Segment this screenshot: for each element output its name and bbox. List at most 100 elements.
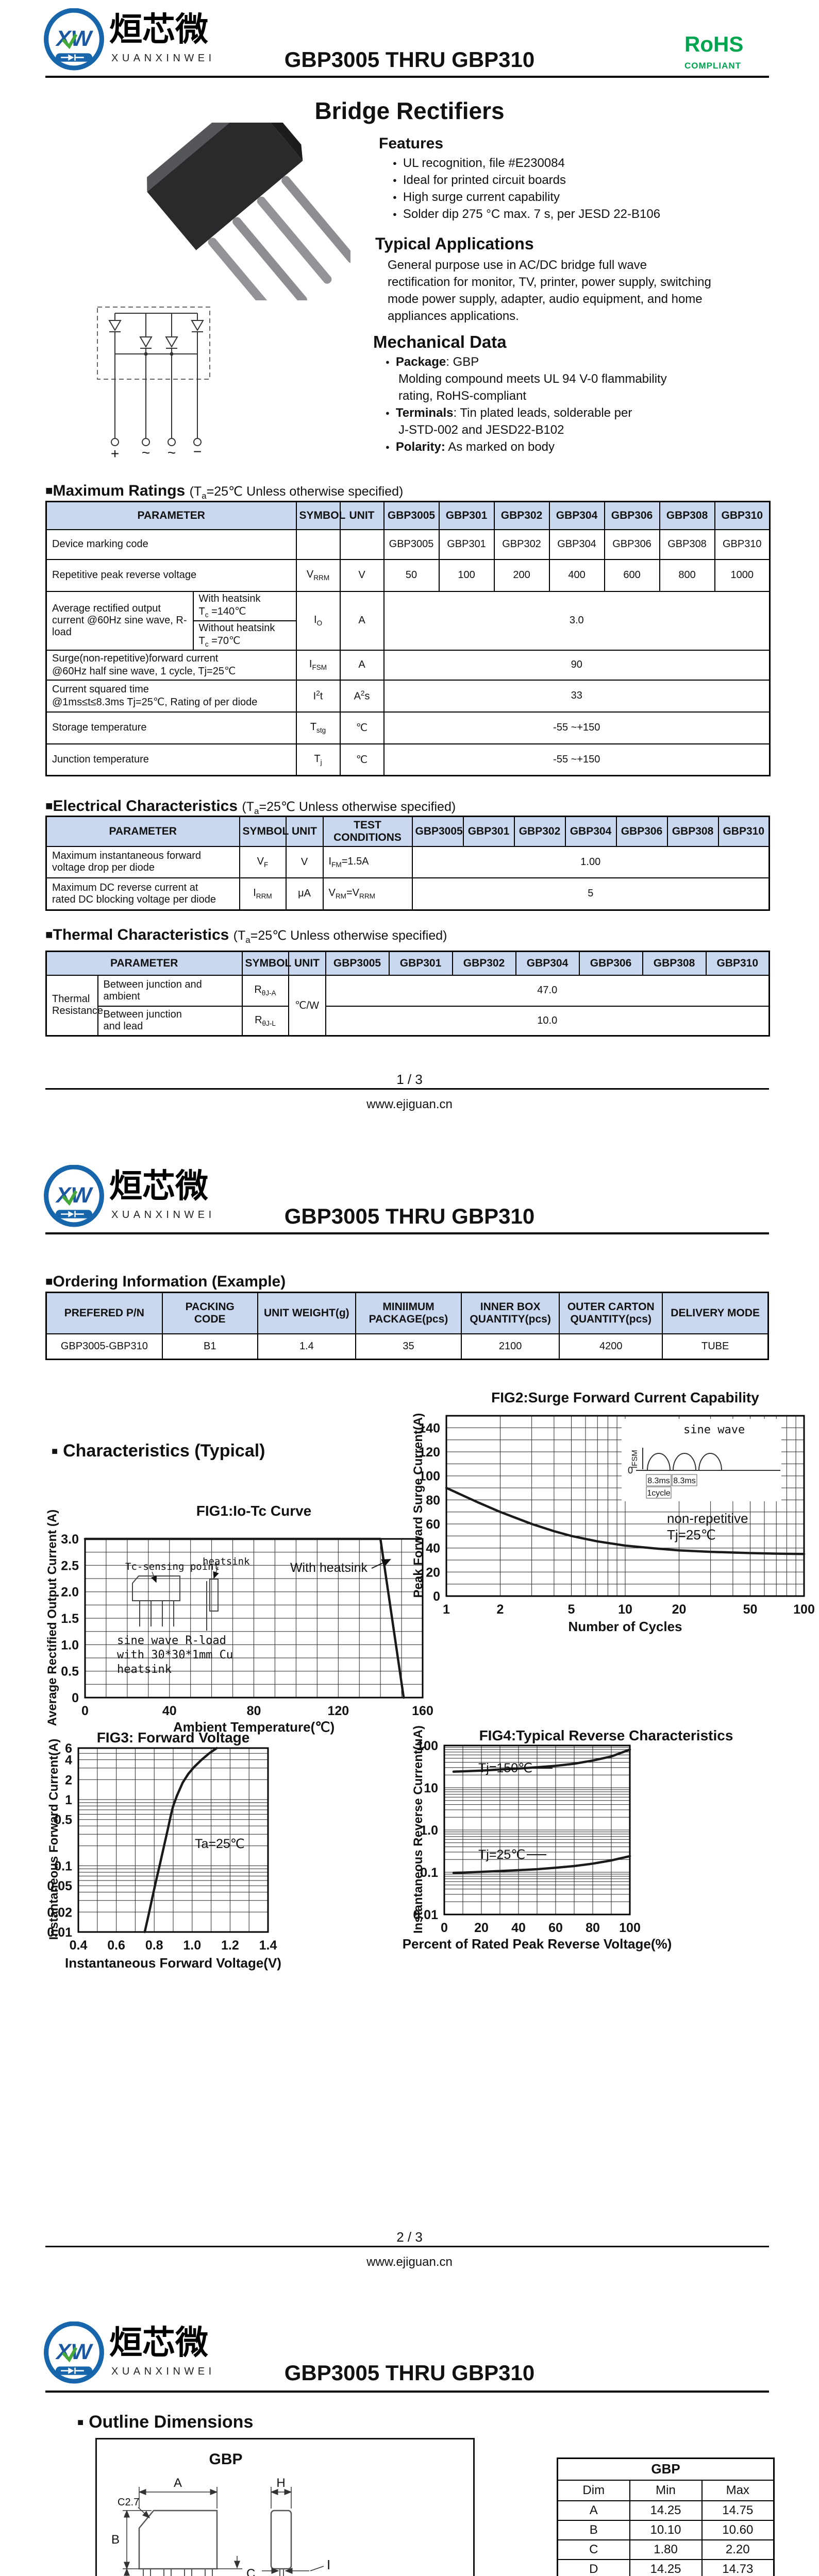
svg-text:20: 20 xyxy=(672,1602,687,1617)
dim-table-caption: GBP xyxy=(557,2458,775,2481)
dim-h: H xyxy=(276,2476,285,2490)
svg-text:100: 100 xyxy=(419,1469,440,1484)
fig4-chart: 0 20 40 60 80 100 100 10 1.0 0.1 0.01 Tj=150℃ Tj=2… xyxy=(413,1739,641,1935)
doc-title: GBP3005 THRU GBP310 xyxy=(284,1204,535,1228)
fig1-x-label: Ambient Temperature(℃) xyxy=(173,1719,335,1735)
header-row: PARAMETER SYMBOL UNIT TEST CONDITIONS GBP30… xyxy=(45,816,770,847)
svg-text:heatsink: heatsink xyxy=(117,1663,172,1676)
rohs-badge: RoHS xyxy=(684,32,744,56)
package-name: GBP xyxy=(209,2451,242,2468)
svg-text:10: 10 xyxy=(424,1781,438,1795)
rohs-compliant-label: COMPLIANT xyxy=(684,61,742,71)
svg-text:160: 160 xyxy=(412,1704,433,1718)
svg-text:1: 1 xyxy=(443,1602,450,1617)
svg-text:4: 4 xyxy=(65,1753,72,1768)
svg-text:1cycle: 1cycle xyxy=(647,1489,670,1498)
svg-text:0: 0 xyxy=(441,1921,448,1935)
svg-text:sine wave: sine wave xyxy=(683,1423,745,1436)
svg-text:8.3ms: 8.3ms xyxy=(673,1477,696,1485)
svg-text:60: 60 xyxy=(548,1921,563,1935)
row-io: Average rectified output current @60Hz s… xyxy=(45,590,771,651)
max-ratings-table: PARAMETER SYMBOL UNIT GBP3005 GBP301 GBP30… xyxy=(45,501,771,776)
svg-text:0.02: 0.02 xyxy=(47,1905,72,1920)
page-number: 2 / 3 xyxy=(396,2229,423,2245)
fig1-chart: 0 40 80 120 160 0 0.5 1.0 1.5 2.0 2.5 3.0 With heat… xyxy=(61,1532,433,1718)
svg-text:100: 100 xyxy=(416,1739,438,1753)
fig4-series1-label: Tj=150℃ xyxy=(478,1761,532,1775)
outline-title: Outline Dimensions xyxy=(77,2412,253,2432)
fig3-note: Ta=25℃ xyxy=(195,1837,245,1851)
bridge-schematic: + ~ ~ − xyxy=(97,307,210,460)
svg-text:0.01: 0.01 xyxy=(47,1925,72,1940)
page-1: XW 烜芯微 XUANXINWEI GBP3005 THRU GBP310 Ro… xyxy=(0,0,819,1157)
header-row: PARAMETER SYMBOL UNIT GBP3005 GBP301 GBP30… xyxy=(45,501,771,530)
svg-text:0.1: 0.1 xyxy=(420,1866,438,1880)
svg-text:0: 0 xyxy=(433,1589,440,1604)
svg-text:0.05: 0.05 xyxy=(47,1879,72,1893)
fig2-x-label: Number of Cycles xyxy=(568,1619,682,1634)
svg-text:2: 2 xyxy=(497,1602,504,1617)
svg-text:80: 80 xyxy=(247,1704,261,1718)
svg-text:sine wave R-load: sine wave R-load xyxy=(117,1634,226,1647)
fig4-series2-label: Tj=25℃ xyxy=(478,1848,525,1862)
header-row: Dim Min Max xyxy=(557,2479,775,2501)
brand-chinese: 烜芯微 xyxy=(109,11,208,49)
outline-drawing: GBP A H C2.7 B xyxy=(95,2438,475,2576)
dim-row: A 14.25 14.75 xyxy=(557,2500,775,2521)
footer-rule xyxy=(45,2246,769,2247)
svg-text:20: 20 xyxy=(474,1921,489,1935)
fig1-inset-label-tc: Tc-sensing point xyxy=(125,1561,220,1572)
ordering-table: PREFERED P/N PACKING CODE UNIT WEIGHT(g) … xyxy=(45,1292,769,1360)
row-vf: Maximum instantaneous forward voltage dro… xyxy=(45,845,770,878)
row-ifsm: Surge(non-repetitive)forward current @60H… xyxy=(45,649,771,681)
electrical-title: Electrical Characteristics (Ta=25℃ Unles… xyxy=(45,798,456,817)
features-heading: Features xyxy=(379,135,444,152)
row-tj: Junction temperature Tj ℃ -55 ~+150 xyxy=(45,743,771,776)
svg-text:0.5: 0.5 xyxy=(54,1813,72,1827)
ordering-title: Ordering Information (Example) xyxy=(45,1273,286,1291)
fig2-note2: Tj=25℃ xyxy=(667,1527,716,1543)
thermal-title: Thermal Characteristics (Ta=25℃ Unless o… xyxy=(45,926,447,945)
footer-rule xyxy=(45,1088,769,1090)
header-rule xyxy=(45,2391,769,2393)
diode-symbols xyxy=(108,320,204,349)
row-tstg: Storage temperature Tstg ℃ -55 ~+150 xyxy=(45,711,771,744)
dim-row: D 14.25 14.73 xyxy=(557,2558,775,2576)
header-rule xyxy=(45,1232,769,1234)
svg-text:120: 120 xyxy=(419,1445,440,1460)
svg-text:140: 140 xyxy=(419,1421,440,1435)
svg-text:10: 10 xyxy=(618,1602,632,1617)
mechanical-heading: Mechanical Data xyxy=(373,332,507,351)
doc-title: GBP3005 THRU GBP310 xyxy=(284,47,535,72)
doc-title: GBP3005 THRU GBP310 xyxy=(284,2361,535,2385)
dim-b: B xyxy=(111,2533,120,2547)
feature-item: Ideal for printed circuit boards xyxy=(393,172,660,189)
svg-text:1: 1 xyxy=(65,1793,72,1807)
brand-chinese: 烜芯微 xyxy=(109,2324,208,2362)
brand-english: XUANXINWEI xyxy=(111,53,215,64)
dim-i: I xyxy=(327,2557,330,2572)
header-rule xyxy=(45,76,769,78)
fig4-title: FIG4:Typical Reverse Characteristics xyxy=(479,1727,733,1743)
applications-text: General purpose use in AC/DC bridge full… xyxy=(388,258,711,323)
brand-english: XUANXINWEI xyxy=(111,2366,215,2377)
company-logo-icon: XW xyxy=(44,1165,104,1227)
dim-row: C 1.80 2.20 xyxy=(557,2539,775,2560)
fig1-y-label: Average Rectified Output Current (A) xyxy=(45,1509,59,1726)
feature-item: Solder dip 275 °C max. 7 s, per JESD 22-… xyxy=(393,206,660,223)
svg-text:0.1: 0.1 xyxy=(54,1859,72,1874)
row-i2t: Current squared time @1ms≤t≤8.3ms Tj=25℃,… xyxy=(45,679,771,713)
svg-text:1.4: 1.4 xyxy=(259,1938,277,1953)
fig4-x-label: Percent of Rated Peak Reverse Voltage(%) xyxy=(402,1936,672,1952)
company-logo-icon: XW xyxy=(44,8,104,71)
svg-text:80: 80 xyxy=(426,1493,440,1507)
fig2-y-label: Peak Forward Surge Current(A) xyxy=(411,1413,425,1598)
svg-text:80: 80 xyxy=(586,1921,600,1935)
header-row: PARAMETER SYMBOL UNIT GBP3005 GBP301 GBP302 G… xyxy=(45,951,770,976)
svg-text:2.0: 2.0 xyxy=(61,1585,79,1600)
row-io2: Without heatsink Tc =70℃ xyxy=(46,620,770,651)
svg-text:6: 6 xyxy=(65,1741,72,1756)
fig2-chart: 1 2 5 10 20 50 100 0 20 40 60 80 100 120 140 sine wave… xyxy=(419,1415,815,1617)
svg-text:with 30*30*1mm Cu: with 30*30*1mm Cu xyxy=(117,1649,233,1662)
